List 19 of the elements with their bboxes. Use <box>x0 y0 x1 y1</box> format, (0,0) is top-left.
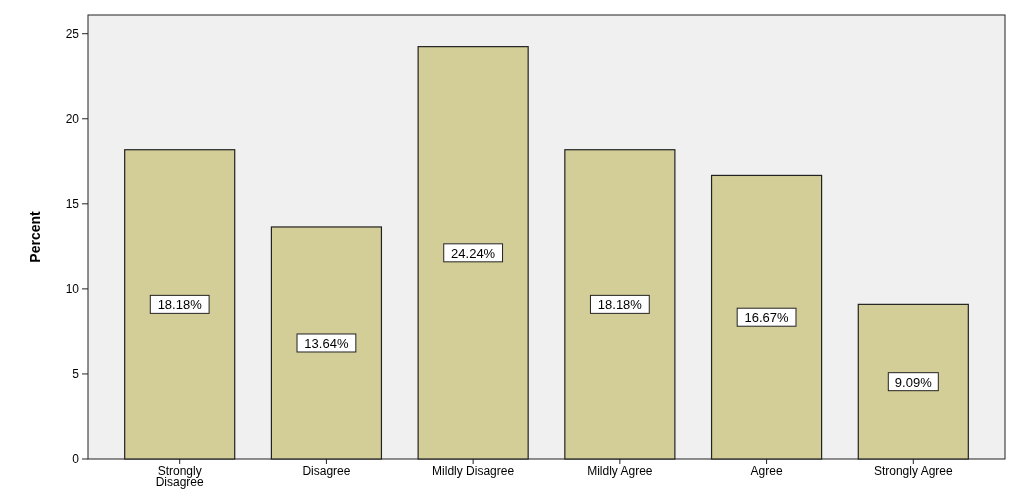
data-label: 16.67% <box>744 310 790 326</box>
x-tick-label: Mildly Agree <box>587 464 653 478</box>
x-tick-label: Agree <box>750 464 783 478</box>
x-tick-label: Disagree <box>302 464 351 478</box>
data-label: 13.64% <box>304 335 349 351</box>
data-label: 24.24% <box>451 245 496 261</box>
data-label: 18.18% <box>597 297 643 313</box>
x-tick-label: Mildly Disagree <box>432 464 515 478</box>
x-tick-label: Strongly Disagree <box>155 464 205 489</box>
data-label: 18.18% <box>157 297 203 313</box>
y-tick-label: 15 <box>65 196 80 211</box>
y-tick-label: 20 <box>65 111 80 126</box>
y-tick-label: 10 <box>65 281 80 296</box>
y-tick-label: 5 <box>72 366 80 381</box>
x-tick-label: Strongly Agree <box>873 464 953 478</box>
y-tick-label: 0 <box>72 452 80 466</box>
y-axis-title: Percent <box>27 210 43 263</box>
y-tick-label: 25 <box>65 26 80 41</box>
data-label: 9.09% <box>894 374 933 390</box>
